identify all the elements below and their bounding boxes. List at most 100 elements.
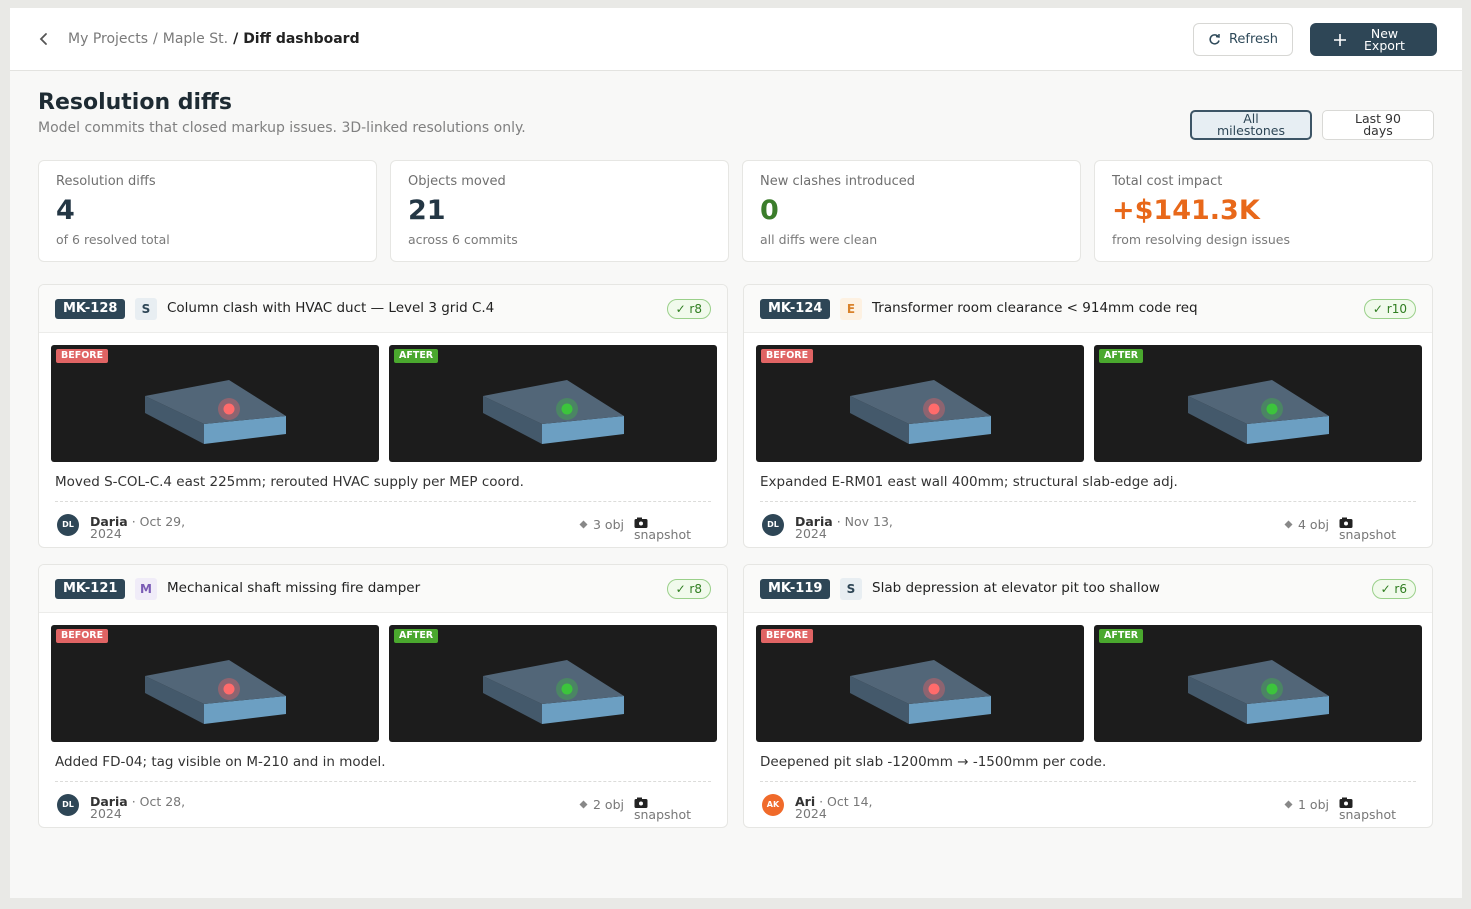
stat-card: New clashes introduced 0 all diffs were cl…	[742, 160, 1081, 262]
after-panel: AFTER	[389, 345, 717, 462]
marker	[1266, 403, 1278, 415]
slab-side	[850, 676, 909, 724]
diff-card[interactable]: MK-128 S Column clash with HVAC duct — Lev…	[38, 284, 728, 548]
diamond-icon	[1284, 800, 1293, 809]
issue-title: Mechanical shaft missing fire damper	[167, 580, 421, 596]
slab-top	[850, 380, 991, 424]
snapshot-label: snapshot	[1339, 807, 1397, 822]
marker	[223, 403, 235, 415]
object-count-label: 4 obj	[1298, 517, 1329, 532]
marker	[1266, 683, 1278, 695]
slab-side	[145, 676, 204, 724]
commit-date: · Nov 13, 2024	[795, 514, 893, 541]
issue-id: MK-121	[55, 579, 126, 599]
change-note: Moved S-COL-C.4 east 225mm; rerouted HVA…	[55, 474, 524, 490]
author-line: Daria · Nov 13, 2024	[795, 514, 905, 541]
stat-value: +$141.3K	[1112, 195, 1260, 226]
marker	[561, 683, 573, 695]
issue-title: Column clash with HVAC duct — Level 3 gr…	[167, 300, 495, 316]
diamond-icon	[579, 800, 588, 809]
breadcrumb-link[interactable]: Maple St.	[162, 31, 229, 47]
card-header: MK-124 E Transformer room clearance < 914m…	[744, 285, 1432, 333]
breadcrumb-current: Diff dashboard	[243, 31, 360, 47]
breadcrumb-link[interactable]: My Projects	[68, 31, 149, 47]
snapshot-link[interactable]: snapshot	[1339, 797, 1396, 821]
slab-front	[542, 696, 624, 724]
stat-note: from resolving design issues	[1112, 232, 1291, 247]
after-panel: AFTER	[389, 625, 717, 742]
breadcrumb: My Projects / Maple St. / Diff dashboard	[68, 29, 360, 49]
author-name: Daria	[90, 514, 128, 529]
divider	[760, 501, 1416, 502]
model-view	[1188, 660, 1329, 724]
slab-side	[483, 676, 542, 724]
commit-date: · Oct 29, 2024	[90, 514, 186, 541]
filter-button[interactable]: All milestones	[1190, 110, 1312, 140]
stat-label: Resolution diffs	[56, 174, 156, 189]
stat-label: New clashes introduced	[760, 174, 915, 189]
issue-id: MK-128	[55, 299, 126, 319]
avatar: DL	[57, 794, 79, 816]
after-badge: AFTER	[1099, 629, 1144, 643]
slab-top	[483, 660, 624, 704]
slab-side	[483, 396, 542, 444]
card-header: MK-121 M Mechanical shaft missing fire dam…	[39, 565, 727, 613]
slab-top	[483, 380, 624, 424]
revision-pill: ✓ r10	[1363, 299, 1416, 319]
diff-card[interactable]: MK-124 E Transformer room clearance < 914m…	[743, 284, 1433, 548]
object-count-label: 1 obj	[1298, 797, 1329, 812]
back-button[interactable]	[36, 30, 52, 48]
model-view	[145, 380, 286, 444]
diff-card[interactable]: MK-121 M Mechanical shaft missing fire dam…	[38, 564, 728, 828]
new-export-button[interactable]: New Export	[1310, 23, 1437, 56]
slab-side	[145, 396, 204, 444]
diff-card[interactable]: MK-119 S Slab depression at elevator pit t…	[743, 564, 1433, 828]
avatar: DL	[762, 514, 784, 536]
snapshot-link[interactable]: snapshot	[634, 797, 691, 821]
model-view	[850, 660, 991, 724]
slab-top	[1188, 380, 1329, 424]
slab-front	[1247, 416, 1329, 444]
before-panel: BEFORE	[51, 625, 379, 742]
author-name: Daria	[90, 794, 128, 809]
stat-note: of 6 resolved total	[56, 232, 170, 247]
slab-front	[909, 696, 991, 724]
card-header: MK-119 S Slab depression at elevator pit t…	[744, 565, 1432, 613]
issue-title: Slab depression at elevator pit too shal…	[872, 580, 1160, 596]
slab-front	[909, 416, 991, 444]
model-view	[850, 380, 991, 444]
filter-button[interactable]: Last 90 days	[1322, 110, 1434, 140]
after-badge: AFTER	[394, 349, 439, 363]
after-badge: AFTER	[394, 629, 439, 643]
after-panel: AFTER	[1094, 625, 1422, 742]
snapshot-label: snapshot	[634, 807, 692, 822]
object-count-label: 2 obj	[593, 797, 624, 812]
slab-top	[145, 380, 286, 424]
model-view	[1188, 380, 1329, 444]
before-panel: BEFORE	[51, 345, 379, 462]
discipline-badge: E	[840, 298, 862, 320]
snapshot-link[interactable]: snapshot	[1339, 517, 1396, 541]
slab-front	[204, 416, 286, 444]
model-view	[483, 660, 624, 724]
page-title: Resolution diffs	[38, 90, 232, 115]
revision-pill: ✓ r8	[666, 299, 711, 319]
marker	[561, 403, 573, 415]
marker	[928, 403, 940, 415]
divider	[760, 781, 1416, 782]
before-panel: BEFORE	[756, 625, 1084, 742]
camera-icon	[1339, 797, 1353, 808]
app: My Projects / Maple St. / Diff dashboard Ref…	[10, 8, 1462, 898]
slab-front	[542, 416, 624, 444]
snapshot-link[interactable]: snapshot	[634, 517, 691, 541]
refresh-icon	[1209, 34, 1220, 45]
author-line: Daria · Oct 28, 2024	[90, 794, 200, 820]
change-note: Deepened pit slab -1200mm → -1500mm per …	[760, 754, 1107, 770]
refresh-button[interactable]: Refresh	[1193, 23, 1293, 56]
slab-top	[1188, 660, 1329, 704]
before-badge: BEFORE	[761, 629, 814, 643]
slab-front	[204, 696, 286, 724]
divider	[55, 781, 711, 782]
